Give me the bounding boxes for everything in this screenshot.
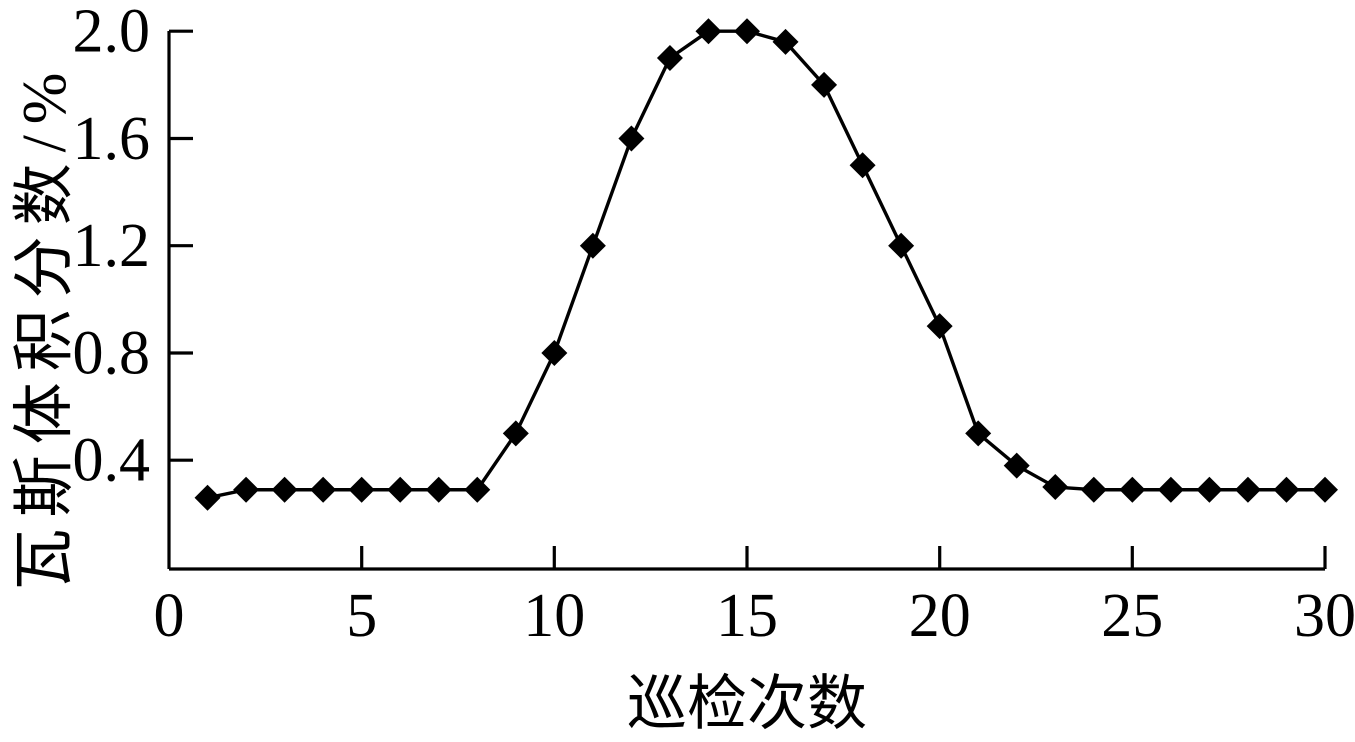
svg-text:1.2: 1.2 [73,212,151,280]
svg-text:20: 20 [909,582,971,650]
svg-text:2.0: 2.0 [73,0,151,66]
svg-text:10: 10 [523,582,585,650]
svg-text:25: 25 [1101,582,1163,650]
svg-text:0.8: 0.8 [73,320,151,388]
svg-text:0: 0 [154,582,185,650]
svg-text:30: 30 [1294,582,1355,650]
svg-text:5: 5 [346,582,377,650]
svg-text:1.6: 1.6 [73,105,151,173]
svg-text:15: 15 [716,582,778,650]
svg-text:0.4: 0.4 [73,427,151,495]
